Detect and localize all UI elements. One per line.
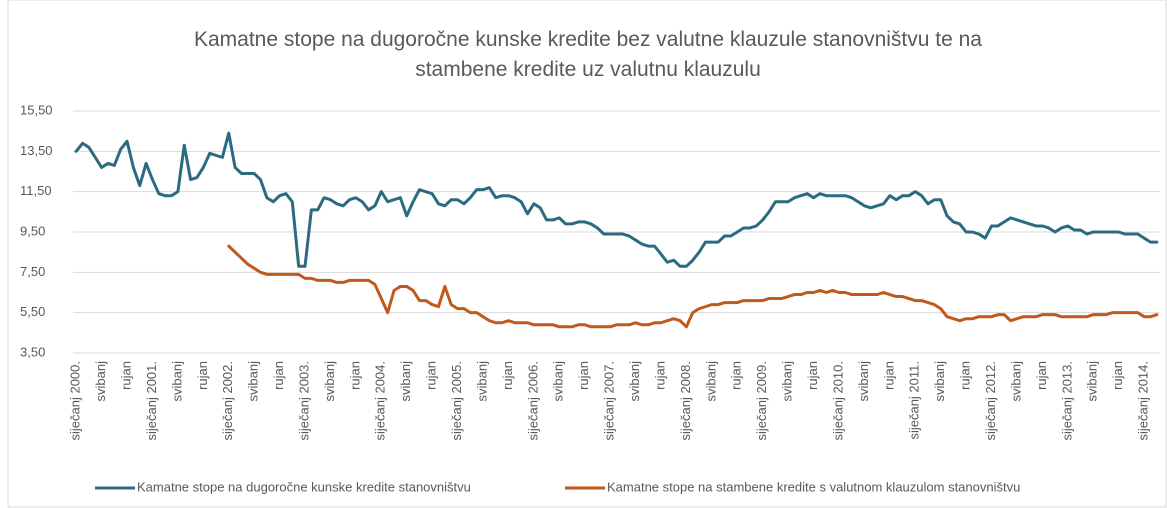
- x-tick-label: siječanj 2014.: [1136, 361, 1151, 441]
- x-tick-label: svibanj: [856, 361, 871, 402]
- x-tick-label: rujan: [118, 361, 133, 390]
- y-tick-label: 11,50: [20, 183, 52, 198]
- x-tick-label: svibanj: [93, 361, 108, 402]
- x-tick-label: siječanj 2008.: [678, 361, 693, 441]
- x-tick-label: siječanj 2007.: [602, 361, 617, 441]
- x-tick-label: svibanj: [1008, 361, 1023, 402]
- legend-label: Kamatne stope na stambene kredite s valu…: [607, 479, 1020, 494]
- x-tick-label: rujan: [1110, 361, 1125, 390]
- x-tick-label: siječanj 2004.: [373, 361, 388, 441]
- legend-label: Kamatne stope na dugoročne kunske kredit…: [137, 479, 471, 494]
- chart-title: stambene kredite uz valutnu klauzulu: [415, 58, 761, 81]
- y-tick-label: 5,50: [20, 304, 45, 319]
- chart-title: Kamatne stope na dugoročne kunske kredit…: [194, 28, 982, 51]
- y-tick-label: 13,50: [20, 143, 53, 158]
- x-tick-label: siječanj 2006.: [525, 361, 540, 441]
- x-tick-label: svibanj: [169, 361, 184, 402]
- x-tick-label: rujan: [500, 361, 515, 390]
- x-tick-label: siječanj 2005.: [449, 361, 464, 441]
- x-tick-label: siječanj 2003.: [296, 361, 311, 441]
- x-tick-label: svibanj: [474, 361, 489, 402]
- x-tick-label: siječanj 2011.: [907, 361, 922, 440]
- x-tick-label: svibanj: [322, 361, 337, 402]
- x-tick-label: svibanj: [398, 361, 413, 402]
- x-tick-label: rujan: [424, 361, 439, 390]
- x-tick-label: siječanj 2000.: [68, 361, 83, 441]
- x-tick-label: rujan: [271, 361, 286, 390]
- x-tick-label: rujan: [652, 361, 667, 390]
- y-tick-label: 7,50: [20, 264, 45, 279]
- x-tick-label: siječanj 2002.: [220, 361, 235, 441]
- y-tick-label: 15,50: [20, 102, 53, 117]
- x-tick-label: rujan: [576, 361, 591, 390]
- series-line: [227, 244, 1159, 329]
- x-tick-label: rujan: [1034, 361, 1049, 390]
- x-tick-label: svibanj: [932, 361, 947, 402]
- x-tick-label: siječanj 2010.: [830, 361, 845, 441]
- series-line: [74, 131, 1159, 268]
- x-tick-label: svibanj: [780, 361, 795, 402]
- x-tick-label: svibanj: [246, 361, 261, 402]
- x-tick-label: svibanj: [627, 361, 642, 402]
- chart-frame: [7, 0, 1167, 508]
- x-tick-label: siječanj 2013.: [1059, 361, 1074, 441]
- x-tick-label: rujan: [958, 361, 973, 390]
- x-tick-label: rujan: [805, 361, 820, 390]
- x-tick-label: rujan: [195, 361, 210, 390]
- x-tick-label: rujan: [881, 361, 896, 390]
- x-tick-label: rujan: [347, 361, 362, 390]
- x-tick-label: svibanj: [703, 361, 718, 402]
- x-tick-label: siječanj 2012.: [983, 361, 998, 441]
- x-tick-label: siječanj 2001.: [144, 361, 159, 441]
- y-tick-label: 9,50: [20, 223, 45, 238]
- x-tick-label: siječanj 2009.: [754, 361, 769, 441]
- x-tick-label: rujan: [729, 361, 744, 390]
- y-tick-label: 3,50: [20, 344, 45, 359]
- x-tick-label: svibanj: [551, 361, 566, 402]
- x-tick-label: svibanj: [1085, 361, 1100, 402]
